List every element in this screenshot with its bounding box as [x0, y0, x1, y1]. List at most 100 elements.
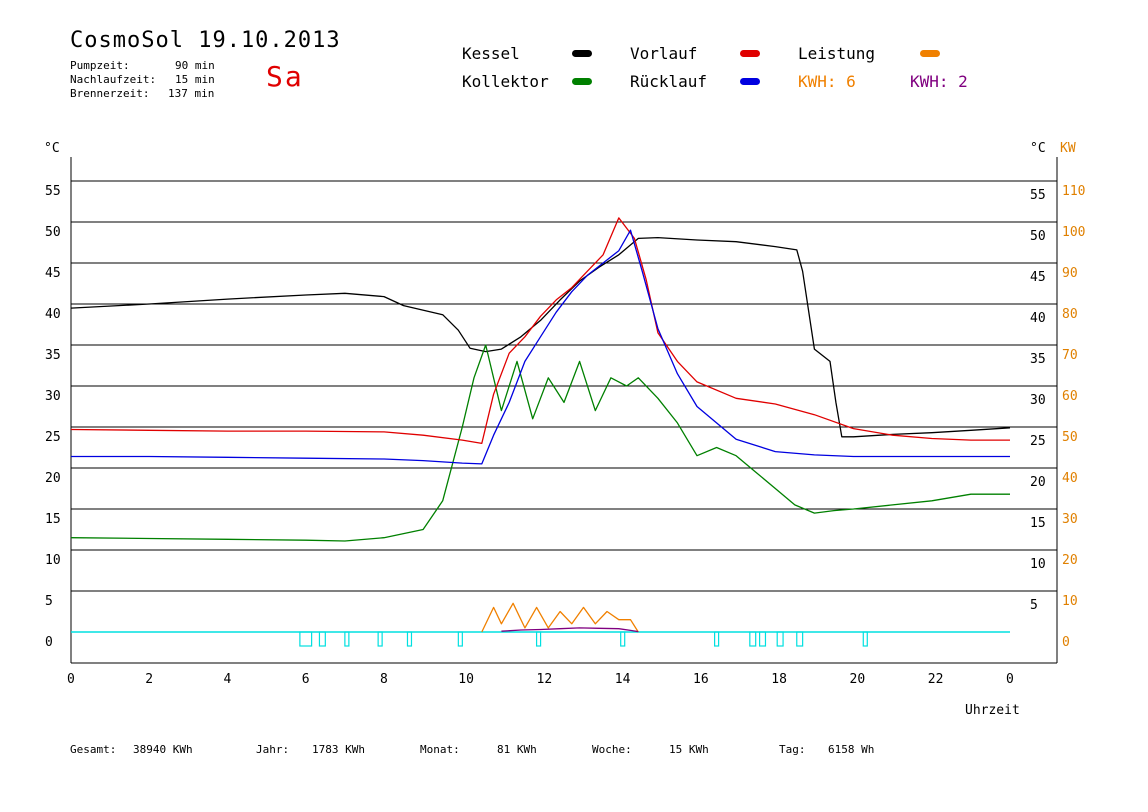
pump-interval-box: [714, 631, 720, 647]
x-tick-label: 22: [928, 672, 944, 687]
y-tick-label-right-kw: 70: [1062, 348, 1078, 363]
series-line-kessel: [70, 236, 1011, 438]
y-tick-label-right-kw: 100: [1062, 225, 1085, 240]
y-tick-label-right-kw: 40: [1062, 471, 1078, 486]
pump-interval-box: [406, 631, 413, 647]
y-tick-label-right-c: 40: [1030, 311, 1046, 326]
weekday-label: Sa: [266, 60, 304, 93]
pump-interval-box: [758, 631, 767, 647]
stat-monat-value: 81 KWh: [497, 743, 537, 756]
y-tick-label-left: 0: [45, 635, 53, 650]
series-line-ruecklauf: [71, 229, 1010, 465]
y-tick-label-right-kw: 50: [1062, 430, 1078, 445]
x-tick-label: 18: [771, 672, 787, 687]
legend-ruecklauf-label: Rücklauf: [630, 72, 708, 91]
pump-interval-box: [457, 631, 463, 647]
pump-interval-box: [299, 631, 313, 647]
y-tick-label-left: 40: [45, 307, 61, 322]
legend-leistung-swatch: [920, 50, 940, 57]
pump-interval-box: [620, 631, 626, 647]
y-tick-label-left: 35: [45, 348, 61, 363]
x-tick-label: 12: [537, 672, 553, 687]
series-line-leistung: [481, 602, 639, 633]
pump-interval-box: [749, 631, 757, 647]
x-tick-label: 4: [224, 672, 232, 687]
legend-kwh1-label: KWH: 6: [798, 72, 856, 91]
y-tick-label-right-c: 55: [1030, 188, 1046, 203]
legend-kollektor-label: Kollektor: [462, 72, 549, 91]
y-tick-label-right-c: 50: [1030, 229, 1046, 244]
x-tick-label: 16: [693, 672, 709, 687]
y-tick-label-right-kw: 20: [1062, 553, 1078, 568]
pumpzeit-label: Pumpzeit:: [70, 59, 130, 72]
x-tick-label: 20: [850, 672, 866, 687]
y-tick-label-right-c: 25: [1030, 434, 1046, 449]
y-tick-label-left: 15: [45, 512, 61, 527]
legend-vorlauf-swatch: [740, 50, 760, 57]
chart-title: CosmoSol 19.10.2013: [70, 28, 341, 53]
y-tick-label-left: 45: [45, 266, 61, 281]
x-tick-label: 0: [67, 672, 75, 687]
stat-gesamt-label: Gesamt:: [70, 743, 117, 756]
stat-woche-label: Woche:: [592, 743, 632, 756]
x-tick-label: 8: [380, 672, 388, 687]
y-tick-label-right-c: 10: [1030, 557, 1046, 572]
y-axis-title-left: °C: [44, 141, 60, 156]
pump-interval-box: [318, 631, 326, 647]
series-line-kwh2: [501, 627, 639, 633]
x-tick-label: 6: [302, 672, 310, 687]
y-tick-label-right-kw: 0: [1062, 635, 1070, 650]
y-tick-label-left: 5: [45, 594, 53, 609]
y-tick-label-left: 25: [45, 430, 61, 445]
y-tick-label-right-kw: 110: [1062, 184, 1085, 199]
x-tick-label: 0: [1006, 672, 1014, 687]
y-tick-label-right-c: 30: [1030, 393, 1046, 408]
y-tick-label-right-kw: 60: [1062, 389, 1078, 404]
stat-tag-value: 6158 Wh: [828, 743, 875, 756]
x-tick-label: 14: [615, 672, 631, 687]
pump-interval-box: [776, 631, 784, 647]
stat-jahr-label: Jahr:: [256, 743, 290, 756]
brennerzeit-label: Brennerzeit:: [70, 87, 150, 100]
series-line-vorlauf: [70, 217, 1010, 445]
y-tick-label-left: 55: [45, 184, 61, 199]
nachlaufzeit-label: Nachlaufzeit:: [70, 73, 157, 86]
legend-kessel-label: Kessel: [462, 44, 520, 63]
legend-kessel-swatch: [572, 50, 592, 57]
legend-kwh2-label: KWH: 2: [910, 72, 968, 91]
y-tick-label-right-c: 5: [1030, 598, 1038, 613]
stat-gesamt-value: 38940 KWh: [133, 743, 193, 756]
stat-woche-value: 15 KWh: [669, 743, 709, 756]
y-tick-label-left: 30: [45, 389, 61, 404]
y-axis-title-kw: KW: [1060, 141, 1076, 156]
x-axis-title: Uhrzeit: [965, 703, 1020, 718]
pump-interval-box: [377, 631, 383, 647]
y-tick-label-left: 50: [45, 225, 61, 240]
x-tick-label: 10: [458, 672, 474, 687]
brennerzeit-value: 137 min: [168, 87, 215, 100]
y-tick-label-right-c: 20: [1030, 475, 1046, 490]
legend-kollektor-swatch: [572, 78, 592, 85]
y-tick-label-right-kw: 80: [1062, 307, 1078, 322]
pump-interval-box: [862, 631, 868, 647]
legend-ruecklauf-swatch: [740, 78, 760, 85]
pump-interval-box: [344, 631, 350, 647]
y-axis-title-right: °C: [1030, 141, 1046, 156]
stat-monat-label: Monat:: [420, 743, 460, 756]
pumpzeit-value: 90 min: [175, 59, 215, 72]
legend-leistung-label: Leistung: [798, 44, 876, 63]
y-tick-label-right-c: 15: [1030, 516, 1046, 531]
x-tick-label: 2: [145, 672, 153, 687]
stat-jahr-value: 1783 KWh: [312, 743, 365, 756]
y-tick-label-right-c: 45: [1030, 270, 1046, 285]
legend-vorlauf-label: Vorlauf: [630, 44, 698, 63]
y-tick-label-left: 20: [45, 471, 61, 486]
nachlaufzeit-value: 15 min: [175, 73, 215, 86]
pump-interval-box: [796, 631, 804, 647]
y-tick-label-right-kw: 10: [1062, 594, 1078, 609]
y-tick-label-right-kw: 90: [1062, 266, 1078, 281]
pump-interval-box: [535, 631, 542, 647]
series-line-kollektor: [70, 344, 1010, 542]
stat-tag-label: Tag:: [779, 743, 806, 756]
